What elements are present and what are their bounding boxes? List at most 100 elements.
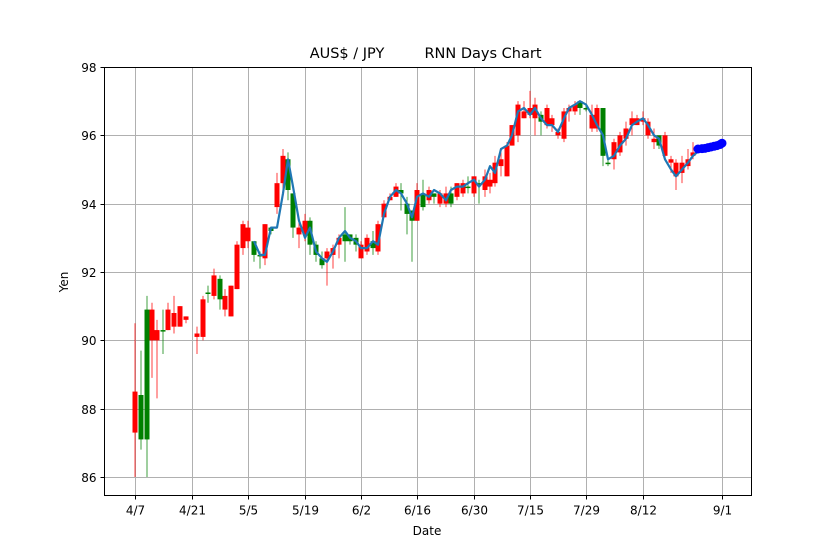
candle-down — [498, 152, 504, 177]
candle-body — [465, 186, 471, 189]
candle-down — [515, 101, 521, 143]
candle-body — [645, 121, 651, 136]
candle-body — [404, 203, 410, 214]
candle-body — [679, 162, 685, 173]
candle-body — [370, 241, 376, 249]
candle-down — [645, 118, 651, 139]
candle-body — [285, 159, 291, 190]
candle-down — [154, 319, 160, 399]
candle-body — [487, 179, 493, 187]
candle-down — [487, 172, 493, 194]
candle-body — [611, 142, 617, 160]
candle-body — [358, 244, 364, 259]
y-tick-label: 96 — [81, 129, 96, 143]
candle-body — [183, 316, 189, 320]
candle-body — [589, 114, 595, 129]
y-tick-label: 98 — [81, 61, 96, 75]
candle-body — [144, 309, 150, 440]
candle-body — [437, 193, 443, 204]
x-tick-label: 7/15 — [517, 504, 544, 518]
candle-up — [217, 275, 223, 310]
candle-body — [149, 309, 155, 341]
candle-down — [617, 131, 623, 156]
candle-body — [307, 220, 313, 245]
candle-body — [160, 330, 166, 332]
candle-body — [532, 104, 538, 119]
candle-body — [498, 159, 504, 167]
candle-body — [662, 135, 668, 156]
candle-up — [290, 193, 296, 238]
candle-up — [251, 241, 257, 262]
candle-down — [561, 108, 567, 143]
x-tick-label: 5/19 — [292, 504, 319, 518]
candle-up — [342, 207, 348, 262]
candle-down — [460, 179, 466, 197]
candle-body — [251, 241, 257, 255]
y-tick-label: 92 — [81, 266, 96, 280]
x-tick-label: 7/29 — [573, 504, 600, 518]
candle-up — [420, 179, 426, 211]
candle-up — [307, 217, 313, 255]
candle-body — [521, 111, 527, 119]
candle-body — [668, 159, 674, 163]
candle-down — [324, 248, 330, 286]
candle-body — [138, 395, 144, 440]
candle-up — [144, 295, 150, 477]
candle-down — [358, 241, 364, 259]
candle-down — [165, 302, 171, 331]
candle-down — [589, 104, 595, 132]
candle-body — [454, 183, 460, 197]
x-tick-label: 6/2 — [352, 504, 371, 518]
candle-body — [577, 101, 583, 108]
candle-body — [448, 193, 454, 204]
candle-body — [342, 234, 348, 242]
y-axis-label: Yen — [57, 272, 71, 294]
candle-body — [504, 145, 510, 177]
candle-down — [594, 104, 600, 132]
candle-body — [194, 333, 200, 337]
candle-body — [262, 224, 268, 259]
candle-down — [549, 114, 555, 132]
candle-body — [476, 183, 482, 185]
candle-down — [651, 128, 657, 149]
forecast-points — [693, 138, 727, 154]
candle-body — [460, 183, 466, 194]
candle-down — [504, 142, 510, 177]
candle-down — [623, 121, 629, 146]
candle-body — [245, 227, 251, 242]
candle-body — [482, 176, 488, 190]
candle-body — [165, 309, 171, 331]
x-tick-label: 8/12 — [630, 504, 657, 518]
x-axis-ticks: 4/7 4/21 5/5 5/19 6/2 6/16 6/30 7/15 7/29 8/12 9/1 — [126, 495, 732, 518]
y-tick-label: 94 — [81, 198, 96, 212]
candle-up — [398, 183, 404, 211]
candle-body — [177, 306, 183, 327]
candle-up — [138, 350, 144, 450]
candle-body — [274, 183, 280, 208]
candle-body — [336, 237, 342, 245]
candle-up — [205, 285, 211, 303]
candle-body — [393, 186, 399, 197]
candle-down — [296, 220, 302, 249]
candle-body — [296, 227, 302, 235]
candle-body — [594, 108, 600, 129]
candle-body — [381, 203, 387, 218]
candle-down — [245, 220, 251, 249]
chart-title-right: RNN Days Chart — [424, 46, 541, 62]
candle-down — [240, 220, 246, 255]
x-tick-label: 4/7 — [126, 504, 145, 518]
y-axis-ticks: 86 88 90 92 94 96 98 — [81, 61, 105, 485]
candle-body — [324, 251, 330, 259]
x-tick-label: 9/1 — [713, 504, 732, 518]
candle-up — [465, 176, 471, 194]
candle-down — [274, 172, 280, 214]
candle-down — [662, 131, 668, 160]
candle-body — [544, 108, 550, 126]
candle-body — [398, 190, 404, 194]
candle-body — [583, 108, 589, 110]
candle-body — [527, 108, 533, 115]
candle-down — [222, 289, 228, 317]
candle-down — [171, 295, 177, 334]
candle-down — [177, 306, 183, 327]
